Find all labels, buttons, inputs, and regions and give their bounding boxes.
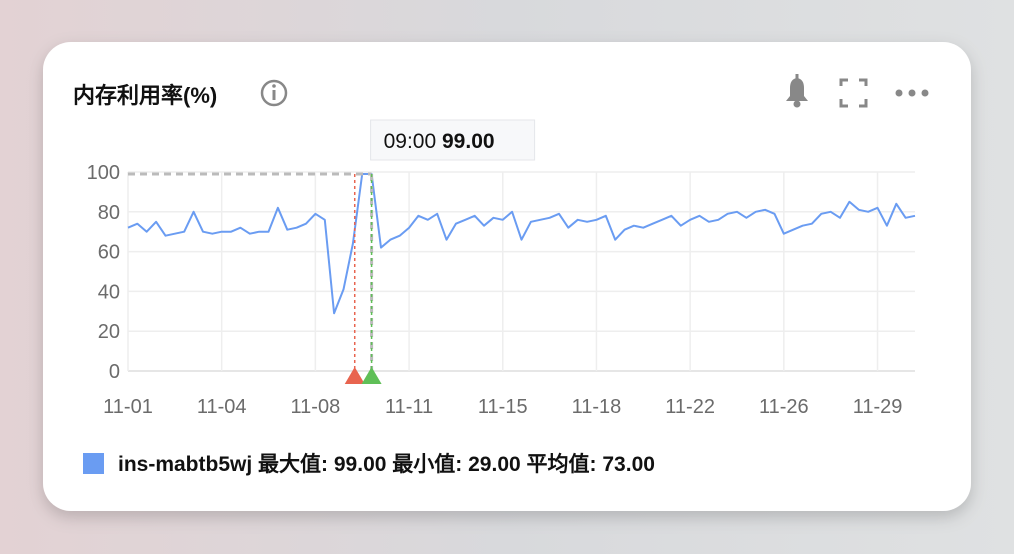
- tooltip-value: 99.00: [442, 130, 495, 153]
- x-tick-label: 11-22: [665, 396, 715, 418]
- y-tick-label: 100: [87, 162, 120, 184]
- card: [43, 42, 971, 511]
- stat-label: 最小值:: [392, 452, 462, 476]
- stat-label: 最大值:: [258, 452, 328, 476]
- x-tick-label: 11-18: [572, 396, 622, 418]
- y-tick-label: 20: [98, 321, 120, 343]
- stat-label: 平均值:: [527, 452, 597, 476]
- legend-swatch: [83, 453, 104, 474]
- stat-value: 29.00: [468, 453, 521, 476]
- tooltip-text: 09:00 99.00: [384, 130, 495, 153]
- stat-value: 99.00: [334, 453, 387, 476]
- x-tick-label: 11-15: [478, 396, 528, 418]
- data-line: [127, 173, 916, 315]
- y-tick-label: 80: [98, 202, 120, 224]
- x-tick-label: 11-04: [197, 396, 247, 418]
- x-tick-label: 11-01: [103, 396, 153, 418]
- x-tick-label: 11-29: [853, 396, 903, 418]
- marker-green: [361, 367, 382, 384]
- x-tick-label: 11-11: [385, 396, 433, 418]
- stat-value: 73.00: [602, 453, 655, 476]
- legend-name: ins-mabtb5wj: [118, 453, 252, 476]
- more-icon[interactable]: [895, 89, 929, 97]
- y-tick-label: 40: [98, 281, 120, 303]
- tooltip-box: [370, 119, 536, 161]
- y-tick-label: 60: [98, 242, 120, 264]
- marker-red: [344, 367, 365, 384]
- chart-title: 内存利用率(%): [73, 83, 217, 108]
- tooltip: 09:00 99.00: [370, 119, 536, 161]
- legend-text: ins-mabtb5wj 最大值: 99.00 最小值: 29.00 平均值: …: [118, 452, 655, 476]
- x-tick-label: 11-08: [291, 396, 341, 418]
- tooltip-time: 09:00: [384, 130, 437, 153]
- bell-icon[interactable]: [786, 74, 808, 108]
- x-tick-label: 11-26: [759, 396, 809, 418]
- info-icon[interactable]: [260, 79, 288, 107]
- plot: 0 20 40 60 80 100 11-01 11-04 11-08 11-11 11-15 11-…: [87, 119, 916, 418]
- fullscreen-icon[interactable]: [839, 78, 868, 108]
- y-tick-label: 0: [109, 361, 120, 383]
